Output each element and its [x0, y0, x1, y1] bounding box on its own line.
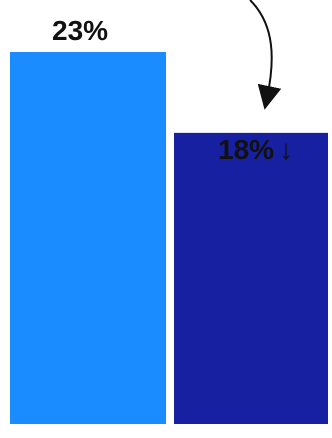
bar-group: [10, 52, 328, 424]
decrease-arrow: [249, 0, 282, 110]
data-label-18-percent: 18%: [218, 134, 274, 165]
data-label-23-percent: 23%: [52, 15, 108, 46]
bar-23-percent: [10, 52, 166, 424]
bar-18-percent: [174, 132, 328, 424]
data-label-group: 23% 18% ↓: [52, 15, 293, 165]
down-arrow-icon: ↓: [279, 134, 293, 165]
